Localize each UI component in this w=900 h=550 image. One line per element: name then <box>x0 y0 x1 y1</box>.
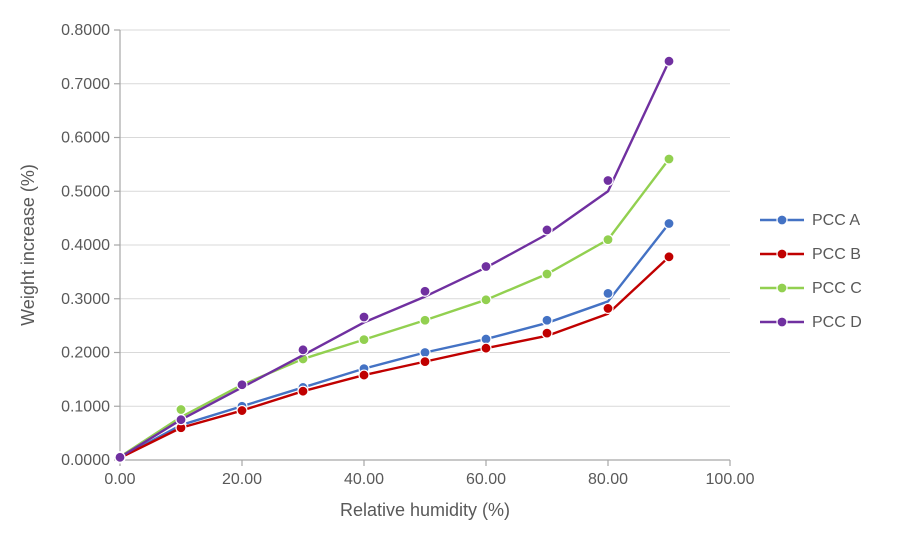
y-tick-label: 0.8000 <box>61 22 110 39</box>
x-tick-label: 100.00 <box>706 471 755 488</box>
legend-label: PCC A <box>812 212 860 229</box>
series-marker <box>298 345 308 355</box>
series-marker <box>420 357 430 367</box>
series-marker <box>298 386 308 396</box>
series-marker <box>664 219 674 229</box>
series-marker <box>664 252 674 262</box>
series-marker <box>664 154 674 164</box>
y-tick-label: 0.3000 <box>61 291 110 308</box>
line-chart: 0.0000 0.1000 0.2000 0.3000 0.4000 0.5000 0.60… <box>0 0 900 550</box>
y-tick-label: 0.1000 <box>61 398 110 415</box>
legend-label: PCC D <box>812 314 862 331</box>
series-marker <box>237 406 247 416</box>
x-tick-label: 60.00 <box>466 471 506 488</box>
series-marker <box>603 303 613 313</box>
x-tick-label: 0.00 <box>104 471 135 488</box>
series-marker <box>481 343 491 353</box>
series-marker <box>420 315 430 325</box>
chart-container: 0.0000 0.1000 0.2000 0.3000 0.4000 0.5000 0.60… <box>0 0 900 550</box>
series-marker <box>603 235 613 245</box>
series-marker <box>542 328 552 338</box>
series-marker <box>420 286 430 296</box>
series-marker <box>176 404 186 414</box>
legend-marker <box>777 249 787 259</box>
series-marker <box>481 334 491 344</box>
legend-label: PCC C <box>812 280 862 297</box>
series-marker <box>481 295 491 305</box>
series-marker <box>176 415 186 425</box>
series-marker <box>115 452 125 462</box>
legend-label: PCC B <box>812 246 861 263</box>
series-marker <box>542 315 552 325</box>
series-marker <box>237 380 247 390</box>
y-axis-label: Weight increase (%) <box>18 164 38 326</box>
chart-background <box>0 0 900 550</box>
y-tick-label: 0.5000 <box>61 183 110 200</box>
x-tick-label: 40.00 <box>344 471 384 488</box>
series-marker <box>420 348 430 358</box>
series-marker <box>603 288 613 298</box>
series-marker <box>542 269 552 279</box>
legend-marker <box>777 283 787 293</box>
series-marker <box>481 262 491 272</box>
y-tick-label: 0.6000 <box>61 130 110 147</box>
series-marker <box>359 335 369 345</box>
series-marker <box>359 370 369 380</box>
y-tick-label: 0.2000 <box>61 345 110 362</box>
y-tick-label: 0.4000 <box>61 237 110 254</box>
series-marker <box>359 312 369 322</box>
x-tick-label: 80.00 <box>588 471 628 488</box>
x-tick-label: 20.00 <box>222 471 262 488</box>
legend-marker <box>777 215 787 225</box>
series-marker <box>542 225 552 235</box>
x-axis-label: Relative humidity (%) <box>340 500 510 520</box>
series-marker <box>664 56 674 66</box>
series-marker <box>603 176 613 186</box>
y-tick-label: 0.0000 <box>61 452 110 469</box>
y-tick-label: 0.7000 <box>61 76 110 93</box>
legend-marker <box>777 317 787 327</box>
